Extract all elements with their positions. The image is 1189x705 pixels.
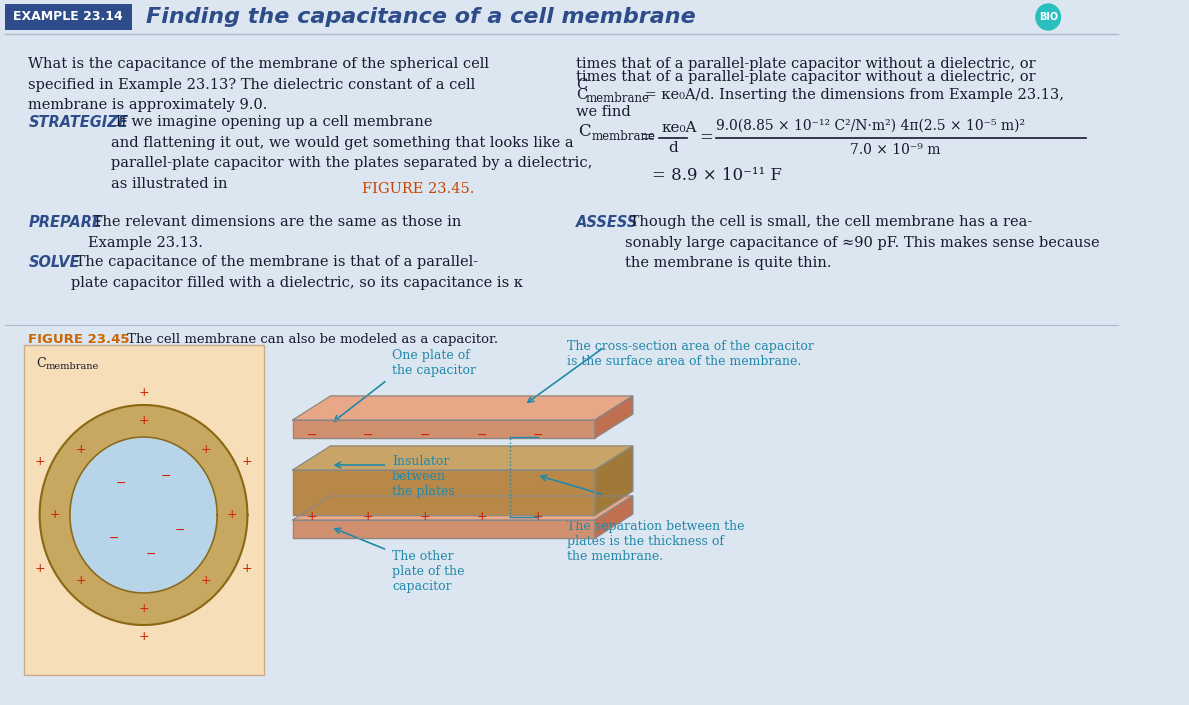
Text: C: C bbox=[575, 88, 587, 102]
Text: The separation between the
plates is the thickness of
the membrane.: The separation between the plates is the… bbox=[567, 520, 744, 563]
Text: −: − bbox=[117, 477, 127, 490]
Text: +: + bbox=[34, 562, 45, 575]
Text: C: C bbox=[36, 357, 45, 370]
Text: Though the cell is small, the cell membrane has a rea-
sonably large capacitance: Though the cell is small, the cell membr… bbox=[625, 215, 1100, 270]
Text: d: d bbox=[668, 141, 679, 155]
Circle shape bbox=[1036, 4, 1061, 30]
Text: +: + bbox=[34, 455, 45, 468]
Polygon shape bbox=[292, 420, 594, 438]
Text: −: − bbox=[109, 532, 119, 545]
Text: κe₀A: κe₀A bbox=[661, 121, 697, 135]
FancyBboxPatch shape bbox=[24, 345, 264, 675]
Text: −: − bbox=[175, 524, 185, 537]
Polygon shape bbox=[292, 520, 594, 538]
Text: −: − bbox=[146, 548, 156, 560]
Text: 9.0(8.85 × 10⁻¹² C²/N·m²) 4π(2.5 × 10⁻⁵ m)²: 9.0(8.85 × 10⁻¹² C²/N·m²) 4π(2.5 × 10⁻⁵ … bbox=[716, 119, 1025, 133]
Text: −: − bbox=[363, 429, 373, 441]
Text: membrane: membrane bbox=[591, 130, 655, 144]
Polygon shape bbox=[292, 470, 594, 515]
Text: C: C bbox=[578, 123, 591, 140]
Text: +: + bbox=[76, 443, 87, 455]
Text: SOLVE: SOLVE bbox=[29, 255, 80, 270]
Text: =: = bbox=[640, 130, 654, 147]
Text: +: + bbox=[477, 510, 487, 524]
Text: The relevant dimensions are the same as those in
Example 23.13.: The relevant dimensions are the same as … bbox=[88, 215, 461, 250]
Polygon shape bbox=[39, 405, 247, 625]
Text: The cell membrane can also be modeled as a capacitor.: The cell membrane can also be modeled as… bbox=[122, 333, 498, 346]
Text: +: + bbox=[201, 443, 210, 455]
Text: Insulator
between
the plates: Insulator between the plates bbox=[392, 455, 454, 498]
Text: +: + bbox=[76, 575, 87, 587]
Text: +: + bbox=[363, 510, 373, 524]
Text: +: + bbox=[241, 562, 252, 575]
Text: +: + bbox=[533, 510, 543, 524]
Text: times that of a parallel-plate capacitor without a dielectric, or
C: times that of a parallel-plate capacitor… bbox=[575, 57, 1036, 92]
Text: +: + bbox=[201, 575, 210, 587]
Text: −: − bbox=[420, 429, 430, 441]
Text: STRATEGIZE: STRATEGIZE bbox=[29, 115, 128, 130]
Text: −: − bbox=[307, 429, 317, 441]
Polygon shape bbox=[70, 437, 218, 593]
Text: we find: we find bbox=[575, 105, 631, 119]
Text: =: = bbox=[699, 130, 712, 147]
Text: What is the capacitance of the membrane of the spherical cell
specified in Examp: What is the capacitance of the membrane … bbox=[29, 57, 490, 112]
FancyBboxPatch shape bbox=[0, 0, 1122, 33]
Text: EXAMPLE 23.14: EXAMPLE 23.14 bbox=[13, 11, 122, 23]
Text: +: + bbox=[138, 603, 149, 615]
Text: FIGURE 23.45.: FIGURE 23.45. bbox=[361, 182, 474, 196]
Text: The capacitance of the membrane is that of a parallel-
plate capacitor filled wi: The capacitance of the membrane is that … bbox=[71, 255, 523, 290]
Text: membrane: membrane bbox=[45, 362, 99, 371]
Text: +: + bbox=[227, 508, 238, 522]
Text: FIGURE 23.45: FIGURE 23.45 bbox=[29, 333, 130, 346]
Text: +: + bbox=[138, 386, 149, 400]
Text: = 8.9 × 10⁻¹¹ F: = 8.9 × 10⁻¹¹ F bbox=[652, 166, 781, 183]
Text: times that of a parallel-plate capacitor without a dielectric, or: times that of a parallel-plate capacitor… bbox=[575, 70, 1036, 84]
Text: +: + bbox=[241, 455, 252, 468]
Polygon shape bbox=[292, 496, 633, 520]
Text: The cross-section area of the capacitor
is the surface area of the membrane.: The cross-section area of the capacitor … bbox=[567, 340, 813, 368]
Text: +: + bbox=[50, 508, 61, 522]
Text: membrane: membrane bbox=[585, 92, 649, 105]
Text: −: − bbox=[161, 470, 171, 482]
Text: BIO: BIO bbox=[1039, 12, 1058, 22]
Polygon shape bbox=[292, 446, 633, 470]
Text: Finding the capacitance of a cell membrane: Finding the capacitance of a cell membra… bbox=[146, 7, 696, 27]
Polygon shape bbox=[594, 396, 633, 438]
Polygon shape bbox=[292, 396, 633, 420]
Text: If we imagine opening up a cell membrane
and flattening it out, we would get som: If we imagine opening up a cell membrane… bbox=[112, 115, 593, 191]
Text: ASSESS: ASSESS bbox=[575, 215, 638, 230]
Text: +: + bbox=[138, 630, 149, 644]
Text: −: − bbox=[477, 429, 486, 441]
Text: +: + bbox=[138, 415, 149, 427]
Text: −: − bbox=[533, 429, 543, 441]
Text: The other
plate of the
capacitor: The other plate of the capacitor bbox=[392, 550, 465, 593]
Text: +: + bbox=[420, 510, 430, 524]
Text: = κe₀A/d. Inserting the dimensions from Example 23.13,: = κe₀A/d. Inserting the dimensions from … bbox=[640, 88, 1064, 102]
Text: PREPARE: PREPARE bbox=[29, 215, 102, 230]
Text: 7.0 × 10⁻⁹ m: 7.0 × 10⁻⁹ m bbox=[850, 143, 940, 157]
Polygon shape bbox=[594, 446, 633, 515]
Text: One plate of
the capacitor: One plate of the capacitor bbox=[392, 349, 476, 377]
Polygon shape bbox=[594, 496, 633, 538]
Text: +: + bbox=[307, 510, 317, 524]
FancyBboxPatch shape bbox=[5, 4, 132, 30]
